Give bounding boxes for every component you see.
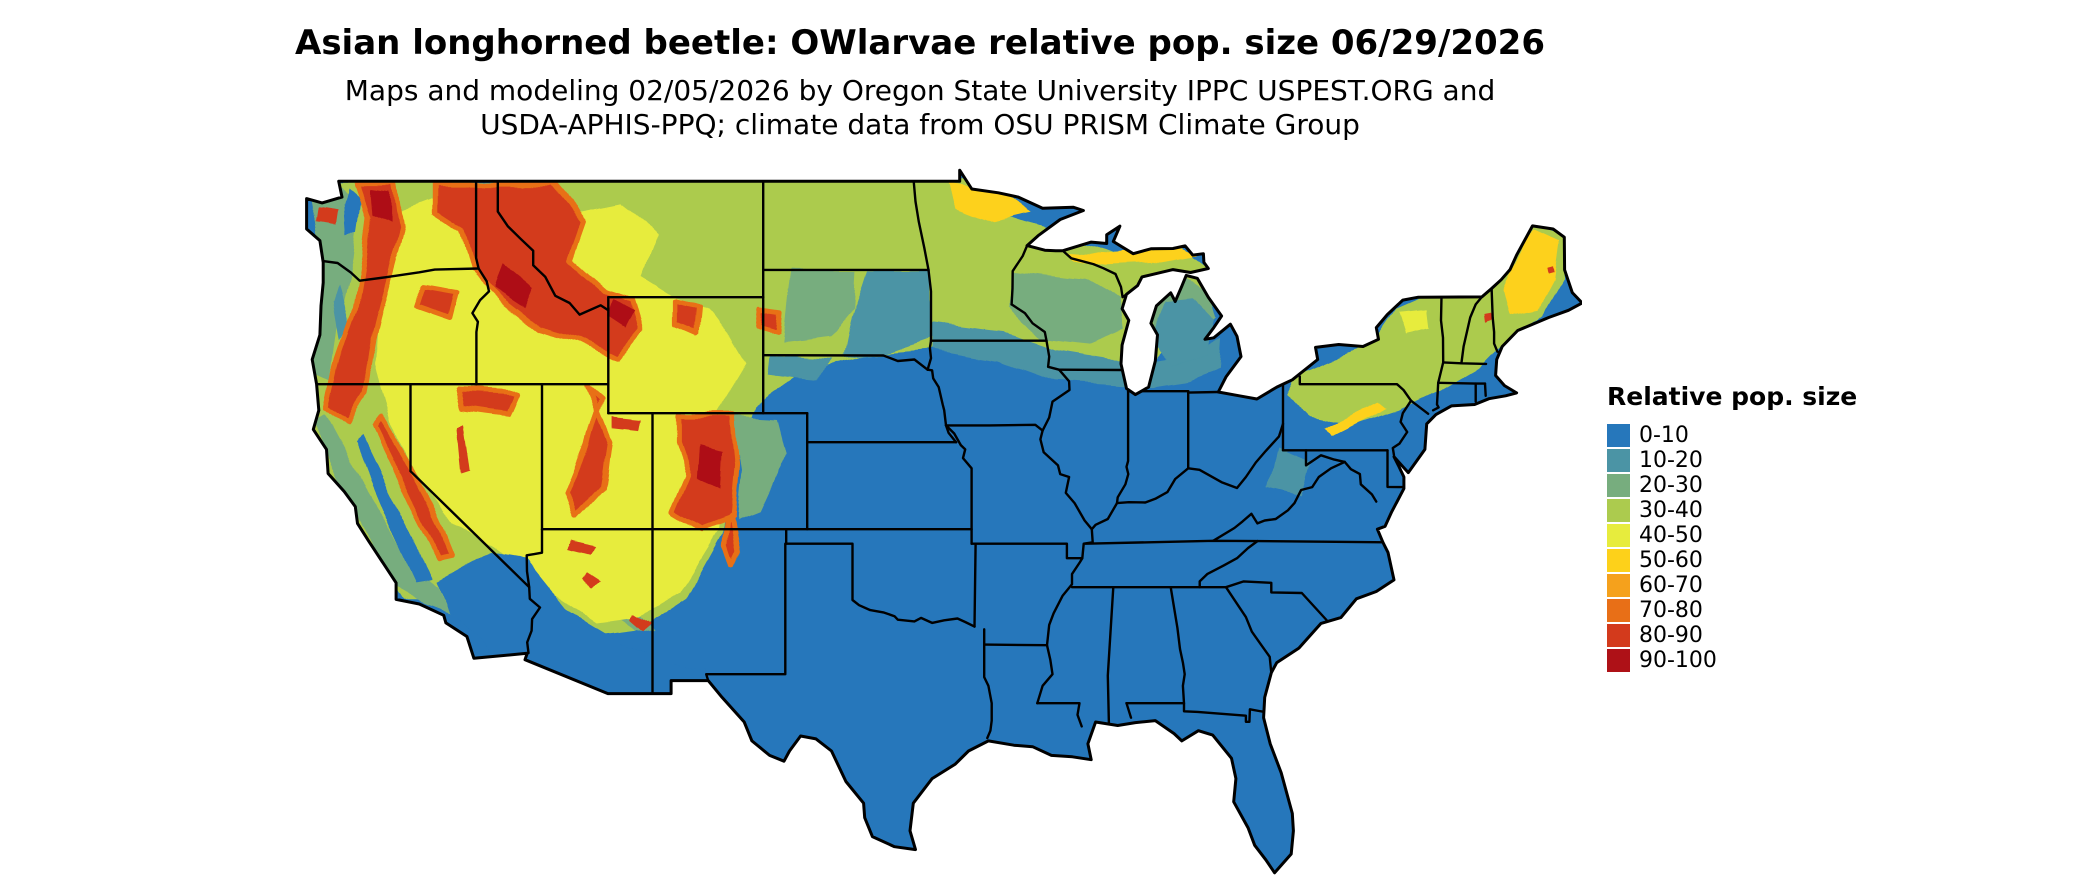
legend-label: 30-40 [1639, 498, 1703, 523]
legend-entry: 0-10 [1607, 423, 1857, 448]
legend-label: 20-30 [1639, 473, 1703, 498]
legend-swatch [1607, 624, 1630, 647]
legend-title: Relative pop. size [1607, 382, 1858, 411]
legend-label: 10-20 [1639, 448, 1703, 473]
legend-swatch [1607, 574, 1630, 597]
legend-swatch [1607, 499, 1630, 522]
legend-swatch [1607, 649, 1630, 672]
legend-entry: 50-60 [1607, 548, 1857, 573]
legend-entry: 90-100 [1607, 648, 1857, 673]
legend-label: 70-80 [1639, 598, 1703, 623]
page-title: Asian longhorned beetle: OWlarvae relati… [295, 23, 1545, 63]
legend-entry: 70-80 [1607, 598, 1857, 623]
subtitle-line-1: Maps and modeling 02/05/2026 by Oregon S… [344, 74, 1496, 107]
legend-label: 40-50 [1639, 523, 1703, 548]
legend-swatch [1607, 524, 1630, 547]
legend-label: 0-10 [1639, 423, 1689, 448]
subtitle-line-2: USDA-APHIS-PPQ; climate data from OSU PR… [480, 108, 1360, 141]
map-svg [305, 168, 1584, 875]
legend-entry: 30-40 [1607, 498, 1857, 523]
legend: Relative pop. size 0-10 10-20 20-30 30-4… [1607, 382, 1857, 673]
legend-swatch [1607, 549, 1630, 572]
legend-swatch [1607, 424, 1630, 447]
header: Asian longhorned beetle: OWlarvae relati… [0, 22, 1840, 142]
legend-label: 80-90 [1639, 623, 1703, 648]
legend-entry: 20-30 [1607, 473, 1857, 498]
legend-entry: 80-90 [1607, 623, 1857, 648]
legend-swatch [1607, 449, 1630, 472]
legend-label: 90-100 [1639, 648, 1717, 673]
legend-label: 50-60 [1639, 548, 1703, 573]
legend-label: 60-70 [1639, 573, 1703, 598]
legend-entry: 10-20 [1607, 448, 1857, 473]
legend-entry: 60-70 [1607, 573, 1857, 598]
us-choropleth-map [300, 158, 1584, 892]
legend-swatch [1607, 474, 1630, 497]
legend-swatch [1607, 599, 1630, 622]
subtitle: Maps and modeling 02/05/2026 by Oregon S… [0, 74, 1840, 142]
legend-entry: 40-50 [1607, 523, 1857, 548]
